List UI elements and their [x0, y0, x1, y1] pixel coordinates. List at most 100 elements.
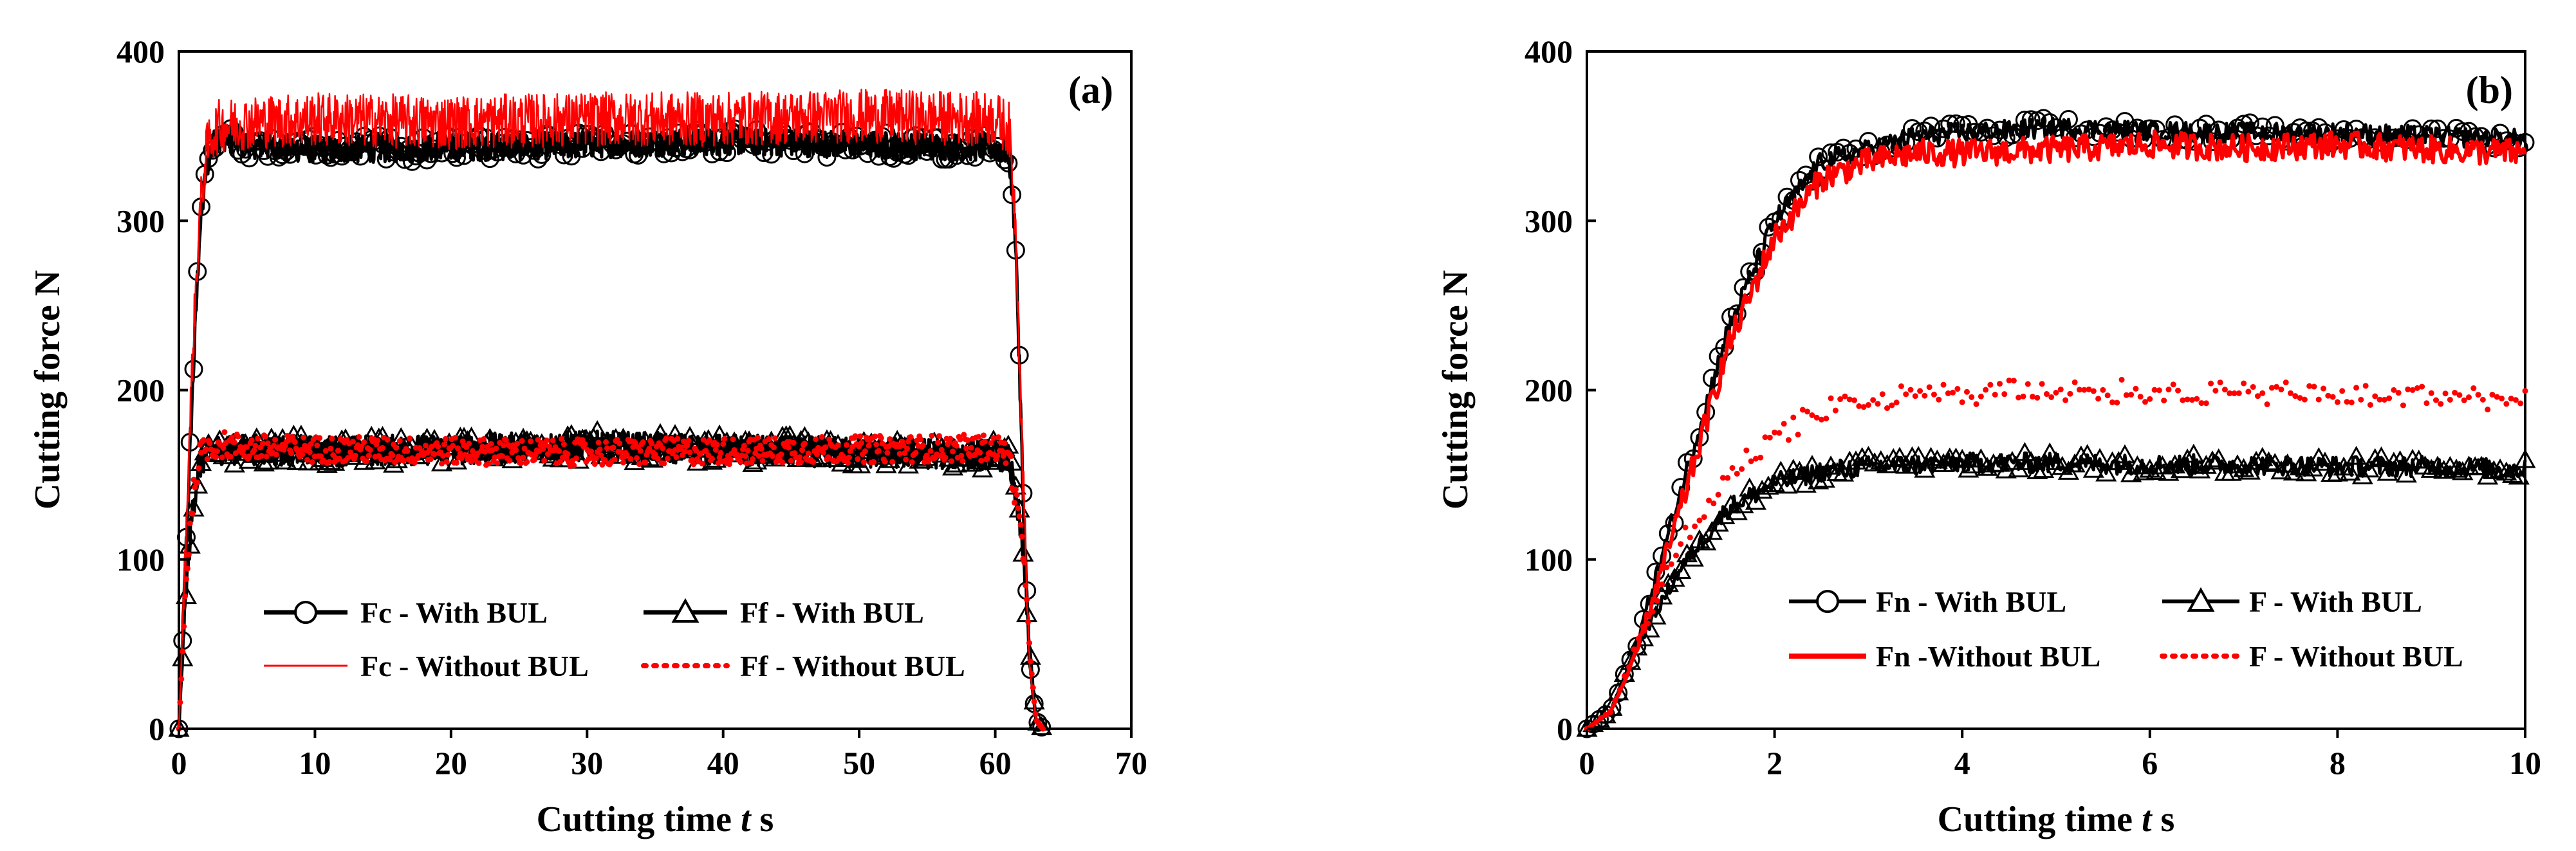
panel-b-f-without-bul-point	[2057, 386, 2064, 392]
panel-b-f-with-bul-marker	[2070, 445, 2092, 465]
panel-a-ff-without-bul-point	[379, 445, 385, 452]
panel-a-ff-without-bul-point	[826, 436, 833, 443]
panel-a-ff-without-bul-point	[642, 459, 649, 466]
panel-a-ff-without-bul-point	[462, 452, 468, 458]
panel-b-f-with-bul-marker	[2420, 459, 2442, 478]
panel-a-ff-with-bul-marker	[371, 426, 394, 445]
panel-a-ff-without-bul-point	[958, 452, 965, 459]
panel-b-f-with-bul-marker	[1964, 454, 1986, 473]
panel-b-f-without-bul-point	[1950, 389, 1956, 396]
panel-b-f-without-bul-point	[2212, 387, 2219, 394]
panel-b: 0 100 200 300 400 0 2 4 6 8 10 (b) Cutting force N…	[1436, 33, 2541, 839]
panel-a-ff-without-bul-point	[335, 448, 341, 454]
panel-b-f-without-bul-point	[1678, 541, 1684, 547]
panel-a-fc-with-bul-marker	[532, 145, 551, 164]
panel-b-f-without-bul-point	[2274, 383, 2280, 390]
panel-b-f-without-bul-point	[2475, 392, 2481, 398]
panel-b-fn-with-bul-marker	[2003, 125, 2022, 145]
panel-a-ff-without-bul-point	[598, 452, 604, 459]
legend-a-ff-with-bul: Ff - With BUL	[644, 596, 924, 629]
panel-a-ff-without-bul-point	[427, 456, 434, 462]
panel-a-ff-without-bul-point	[857, 433, 864, 439]
panel-b-f-without-bul-point	[2391, 387, 2397, 393]
panel-a-ff-without-bul-point	[703, 448, 709, 454]
panel-a-ff-without-bul-point	[593, 455, 599, 461]
panel-b-f-without-bul-point	[2175, 387, 2182, 394]
panel-b-f-without-bul-point	[1790, 414, 1797, 421]
panel-b-f-without-bul-point	[2283, 380, 2289, 386]
panel-b-f-without-bul-point	[1706, 497, 1712, 504]
panel-a-ff-without-bul-point	[942, 454, 949, 461]
panel-a-ff-without-bul-point	[231, 439, 237, 446]
legend-b-f-with-bul: F - With BUL	[2162, 585, 2422, 618]
panel-b-f-without-bul-point	[2301, 396, 2308, 403]
panel-b-fn-with-bul-marker	[2453, 122, 2472, 141]
panel-a-ff-without-bul-point	[243, 444, 250, 450]
panel-b-f-without-bul-point	[2227, 390, 2233, 396]
panel-a-ff-without-bul-point	[640, 439, 646, 446]
panel-a-ff-without-bul-point	[550, 437, 556, 444]
panel-b-f-without-bul-point	[2198, 400, 2205, 407]
panel-a-ff-without-bul-point	[213, 454, 219, 461]
panel-a-ff-without-bul-point	[994, 453, 1001, 459]
panel-a-ff-without-bul-point	[367, 447, 373, 453]
panel-a-ff-without-bul-point	[730, 436, 736, 443]
panel-b-f-without-bul-point	[1865, 402, 1871, 408]
panel-a-ff-without-bul-point	[329, 435, 335, 442]
panel-b-f-with-bul-line	[1586, 451, 2527, 730]
panel-b-f-without-bul-point	[2048, 394, 2055, 400]
panel-a-fc-with-bul-marker	[887, 143, 907, 162]
panel-b-f-without-bul-point	[2348, 399, 2355, 406]
panel-a-ytick-label: 100	[116, 542, 165, 578]
panel-b-f-without-bul-point	[2358, 396, 2364, 403]
panel-a-y-axis-label: Cutting force N	[28, 270, 68, 509]
panel-b-f-with-bul-marker	[2020, 451, 2042, 470]
panel-b-f-without-bul-point	[2377, 396, 2383, 403]
panel-a-ff-without-bul-point	[326, 459, 333, 465]
panel-a-ff-without-bul-point	[604, 445, 611, 452]
panel-a-ff-without-bul-point	[387, 456, 393, 462]
panel-b-fn-with-bul-marker	[1658, 524, 1678, 543]
panel-b-f-with-bul-marker	[2277, 453, 2299, 473]
panel-a-ff-without-bul-point	[180, 648, 186, 655]
panel-a-ff-without-bul-point	[755, 435, 761, 441]
panel-b-y-axis-label: Cutting force N	[1436, 270, 1476, 509]
panel-b-f-with-bul-marker	[2470, 455, 2492, 475]
panel-b-f-without-bul-point	[1936, 396, 1942, 403]
panel-a-ff-with-bul-marker	[579, 430, 601, 450]
panel-a-fc-with-bul-marker	[718, 143, 737, 163]
legend-a-fc-with-bul: Fc - With BUL	[264, 596, 548, 629]
panel-a-fc-with-bul-marker	[780, 131, 799, 150]
panel-a-ff-without-bul-point	[443, 459, 450, 465]
panel-a-ff-with-bul-marker	[709, 424, 730, 444]
panel-a-ff-without-bul-point	[920, 442, 927, 448]
panel-a-ff-without-bul-point	[246, 453, 252, 460]
panel-a-ff-without-bul-point	[887, 436, 893, 443]
panel-a-ff-without-bul-point	[672, 447, 678, 453]
panel-b-xtick-label: 4	[1954, 745, 1970, 781]
panel-a-ff-with-bul-marker	[172, 647, 194, 666]
panel-b-f-with-bul-marker	[1808, 470, 1830, 490]
panel-b-f-without-bul-point	[1687, 535, 1693, 541]
panel-b-f-with-bul-marker	[1795, 473, 1817, 493]
panel-a-ff-without-bul-point	[690, 461, 697, 468]
panel-a-ff-without-bul-point	[860, 459, 867, 466]
panel-b-f-without-bul-point	[2297, 395, 2303, 401]
panel-b-f-with-bul-marker	[2314, 452, 2336, 471]
panel-a-fc-with-bul-marker	[443, 144, 463, 163]
panel-a-ytick-label: 0	[149, 711, 165, 747]
panel-a-ff-without-bul-point	[203, 446, 209, 453]
panel-b-f-with-bul-marker	[1739, 477, 1761, 497]
panel-b-f-without-bul-point	[2512, 397, 2519, 403]
panel-b-f-with-bul-marker	[2439, 455, 2461, 475]
panel-a-ff-without-bul-point	[531, 457, 537, 463]
panel-b-ticks: 0 100 200 300 400 0 2 4 6 8 10	[1524, 33, 2541, 781]
panel-a-ff-without-bul-point	[909, 459, 915, 466]
panel-a-ff-without-bul-point	[445, 452, 451, 458]
panel-a-ff-without-bul-point	[743, 460, 750, 466]
panel-b-f-without-bul-point	[1772, 429, 1778, 435]
panel-a-ff-without-bul-point	[855, 456, 861, 462]
panel-a-ff-without-bul-point	[352, 452, 358, 459]
panel-b-f-without-bul-point	[2268, 385, 2275, 391]
panel-a-ff-without-bul-point	[862, 448, 868, 455]
